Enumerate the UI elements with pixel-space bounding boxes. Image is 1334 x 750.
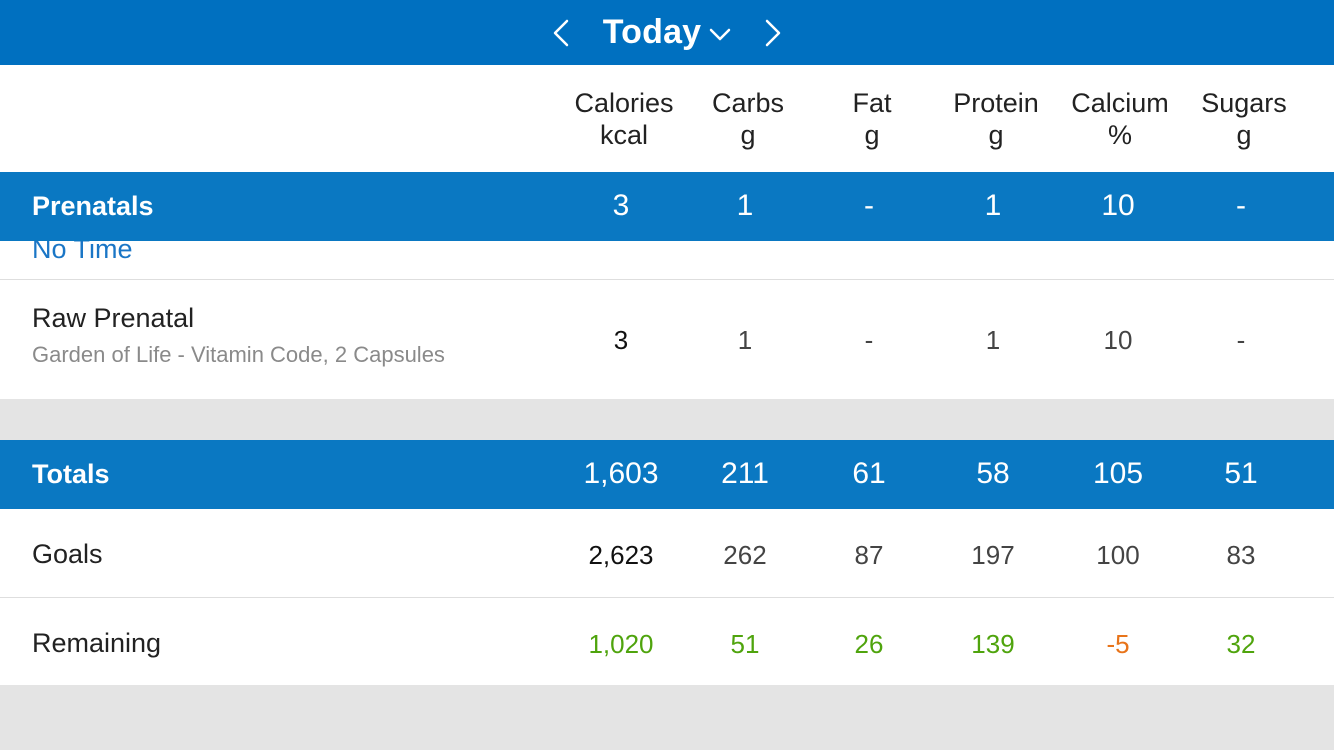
food-calcium: 10 xyxy=(1103,325,1133,355)
goals-label: Goals xyxy=(32,539,103,569)
chevron-down-icon xyxy=(710,28,731,40)
goals-sugars: 83 xyxy=(1226,540,1256,570)
food-name: Raw Prenatal xyxy=(32,303,195,333)
column-calories: Calories kcal xyxy=(574,88,674,150)
meal-calories: 3 xyxy=(612,189,630,222)
totals-row: Totals 1,603 211 61 58 105 51 xyxy=(0,440,1334,509)
meal-sugars: - xyxy=(1236,189,1246,222)
remaining-sugars: 32 xyxy=(1226,629,1256,659)
date-selector[interactable]: Today xyxy=(603,13,732,52)
chevron-right-icon xyxy=(766,19,781,46)
meal-fat: - xyxy=(864,189,874,222)
goals-protein: 197 xyxy=(971,540,1015,570)
column-carbs: Carbs g xyxy=(711,88,785,150)
totals-carbs: 211 xyxy=(721,457,769,490)
column-header-row: Calories kcal Carbs g Fat g Protein g Calciu… xyxy=(0,65,1334,172)
goals-row: Goals 2,623 262 87 197 100 83 xyxy=(0,509,1334,597)
food-protein: 1 xyxy=(985,325,1001,355)
food-calories: 3 xyxy=(613,325,629,355)
remaining-calcium: -5 xyxy=(1106,629,1130,659)
totals-calcium: 105 xyxy=(1092,457,1144,490)
meal-name: Prenatals xyxy=(32,191,154,221)
totals-protein: 58 xyxy=(976,457,1010,490)
remaining-label: Remaining xyxy=(32,628,162,658)
chevron-left-icon xyxy=(553,19,568,46)
totals-calories: 1,603 xyxy=(583,457,659,490)
goals-carbs: 262 xyxy=(723,540,767,570)
totals-label: Totals xyxy=(32,459,110,489)
meal-header-prenatals[interactable]: Prenatals 3 1 - 1 10 - xyxy=(0,172,1334,241)
totals-fat: 61 xyxy=(852,457,886,490)
remaining-row: Remaining 1,020 51 26 139 -5 32 xyxy=(0,598,1334,685)
meal-calcium: 10 xyxy=(1101,189,1135,222)
column-fat: Fat g xyxy=(852,88,892,150)
column-calcium: Calcium% xyxy=(1071,88,1169,150)
date-title: Today xyxy=(602,13,702,51)
food-description: Garden of Life - Vitamin Code, 2 Capsule… xyxy=(32,342,445,367)
meal-carbs: 1 xyxy=(736,189,754,222)
meal-protein: 1 xyxy=(984,189,1002,222)
goals-calories: 2,623 xyxy=(588,540,654,570)
previous-day-button[interactable] xyxy=(541,13,581,53)
column-sugars: Sugars g xyxy=(1201,88,1287,150)
food-sugars: - xyxy=(1236,325,1246,355)
remaining-calories: 1,020 xyxy=(588,629,654,659)
remaining-carbs: 51 xyxy=(730,629,760,659)
divider xyxy=(0,279,1334,280)
divider xyxy=(0,597,1334,598)
remaining-protein: 139 xyxy=(971,629,1015,659)
totals-sugars: 51 xyxy=(1224,457,1258,490)
food-values: 3 1 - 1 10 - xyxy=(0,325,1334,359)
remaining-fat: 26 xyxy=(854,629,884,659)
date-nav-bar: Today xyxy=(0,0,1334,65)
goals-fat: 87 xyxy=(854,540,884,570)
next-day-button[interactable] xyxy=(753,13,793,53)
food-carbs: 1 xyxy=(737,325,753,355)
column-protein: Protein g xyxy=(953,88,1039,150)
food-entries-section xyxy=(0,241,1334,399)
food-fat: - xyxy=(864,325,874,355)
goals-calcium: 100 xyxy=(1096,540,1140,570)
